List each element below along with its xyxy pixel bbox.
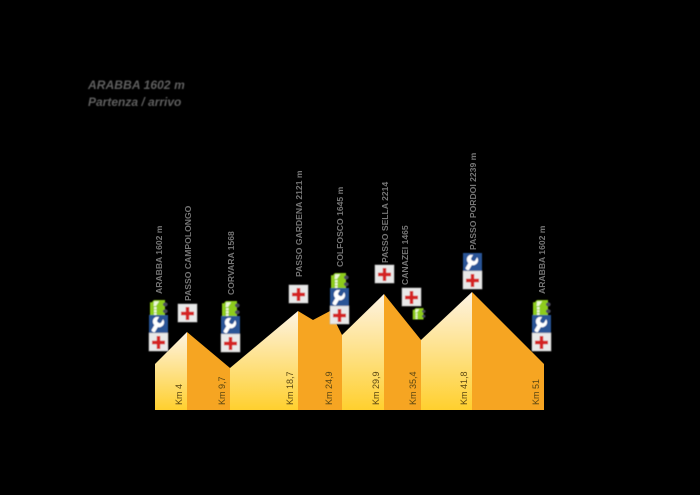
svg-text:COLFOSCO 1645 m: COLFOSCO 1645 m bbox=[335, 186, 345, 267]
svg-text:PASSO GARDENA 2121 m: PASSO GARDENA 2121 m bbox=[294, 170, 304, 277]
svg-text:PASSO SELLA 2214: PASSO SELLA 2214 bbox=[380, 182, 390, 263]
svg-text:CANAZEI 1465: CANAZEI 1465 bbox=[400, 225, 410, 285]
svg-text:ARABBA 1602 m: ARABBA 1602 m bbox=[154, 225, 164, 294]
svg-text:CORVARA 1568: CORVARA 1568 bbox=[226, 231, 236, 295]
svg-text:ARABBA 1602 m: ARABBA 1602 m bbox=[537, 225, 547, 294]
svg-text:PASSO CAMPOLONGO: PASSO CAMPOLONGO bbox=[183, 205, 193, 301]
svg-text:PASSO PORDOI 2239 m: PASSO PORDOI 2239 m bbox=[468, 152, 478, 250]
